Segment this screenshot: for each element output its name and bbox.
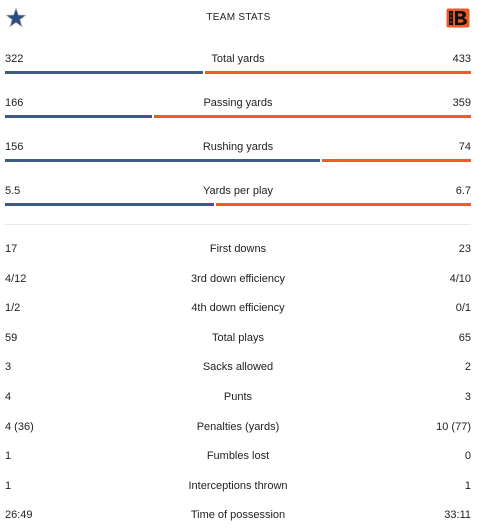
stat-label: Interceptions thrown [188, 480, 288, 492]
home-value: 26:49 [5, 509, 33, 521]
home-bar-fill [5, 203, 214, 206]
stat-bar-row: 156 Rushing yards 74 [5, 140, 471, 170]
away-value: 10 (77) [436, 421, 471, 433]
stat-row: 4 (36) Penalties (yards) 10 (77) [5, 420, 471, 436]
page-title: TEAM STATS [206, 12, 271, 23]
away-value: 0/1 [455, 302, 471, 314]
away-value: 1 [464, 480, 471, 492]
striped-b-logo-icon [446, 8, 470, 28]
home-bar-fill [5, 115, 152, 118]
away-value: 6.7 [455, 185, 471, 197]
away-bar-fill [205, 71, 471, 74]
away-value: 33:11 [444, 509, 471, 521]
stat-label: Total plays [212, 332, 264, 344]
bar-separator [214, 203, 216, 206]
away-bar-fill [322, 159, 471, 162]
comparison-bar [5, 115, 471, 118]
home-value: 1 [5, 450, 12, 462]
stat-bar-row: 166 Passing yards 359 [5, 96, 471, 126]
stat-row: 4/12 3rd down efficiency 4/10 [5, 272, 471, 288]
home-value: 5.5 [5, 185, 21, 197]
stat-label: 4th down efficiency [191, 302, 285, 314]
comparison-bar [5, 159, 471, 162]
home-bar-fill [5, 159, 320, 162]
stat-label: Time of possession [190, 509, 286, 521]
stat-row: 17 First downs 23 [5, 242, 471, 258]
away-value: 23 [458, 243, 471, 255]
home-value: 17 [5, 243, 18, 255]
stat-row: 3 Sacks allowed 2 [5, 360, 471, 376]
away-value: 65 [458, 332, 471, 344]
stat-row: 1 Fumbles lost 0 [5, 449, 471, 465]
home-value: 4/12 [5, 273, 27, 285]
home-value: 156 [5, 141, 24, 153]
away-value: 74 [458, 141, 471, 153]
home-value: 166 [5, 97, 24, 109]
away-value: 3 [464, 391, 471, 403]
away-bar-fill [216, 203, 471, 206]
home-value: 1 [5, 480, 12, 492]
team-stats-header: TEAM STATS [0, 0, 477, 36]
away-value: 0 [464, 450, 471, 462]
bar-separator [152, 115, 154, 118]
home-value: 1/2 [5, 302, 21, 314]
stat-row: 1/2 4th down efficiency 0/1 [5, 301, 471, 317]
away-bar-fill [154, 115, 471, 118]
comparison-bar [5, 203, 471, 206]
stat-label: 3rd down efficiency [191, 273, 285, 285]
stat-label: Passing yards [203, 97, 273, 109]
bar-separator [320, 159, 322, 162]
stat-row: 1 Interceptions thrown 1 [5, 479, 471, 495]
home-bar-fill [5, 71, 203, 74]
away-value: 4/10 [449, 273, 471, 285]
away-value: 359 [452, 97, 471, 109]
stat-row: 4 Punts 3 [5, 390, 471, 406]
stat-label: Fumbles lost [206, 450, 270, 462]
stat-label: Sacks allowed [202, 361, 274, 373]
stat-label: Total yards [211, 53, 265, 65]
home-value: 4 (36) [5, 421, 34, 433]
stat-label: Punts [223, 391, 253, 403]
home-value: 4 [5, 391, 12, 403]
stat-label: Penalties (yards) [196, 421, 280, 433]
stat-label: First downs [209, 243, 267, 255]
away-value: 433 [452, 53, 471, 65]
star-logo-icon [5, 7, 27, 28]
stat-label: Rushing yards [202, 141, 274, 153]
bar-separator [203, 71, 205, 74]
home-value: 322 [5, 53, 24, 65]
stat-row: 59 Total plays 65 [5, 331, 471, 347]
home-value: 59 [5, 332, 18, 344]
section-divider [5, 224, 471, 225]
stat-label: Yards per play [202, 185, 274, 197]
stat-bar-row: 5.5 Yards per play 6.7 [5, 184, 471, 214]
comparison-bar [5, 71, 471, 74]
stat-row: 26:49 Time of possession 33:11 [5, 508, 471, 524]
stat-bar-row: 322 Total yards 433 [5, 52, 471, 82]
away-value: 2 [464, 361, 471, 373]
home-value: 3 [5, 361, 12, 373]
